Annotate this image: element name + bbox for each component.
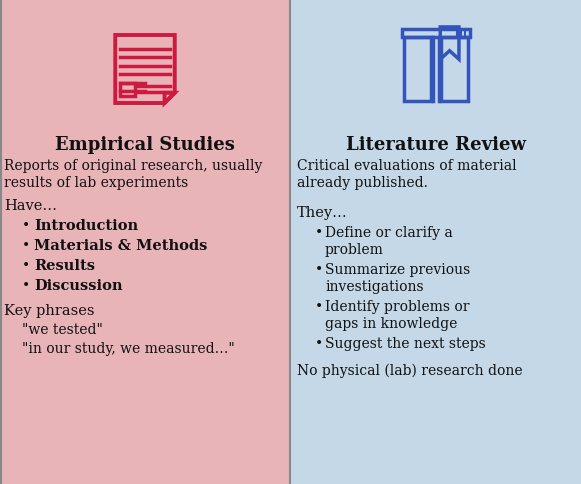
Text: Identify problems or: Identify problems or (325, 300, 469, 314)
Text: •: • (315, 337, 323, 351)
Text: Discussion: Discussion (34, 279, 123, 293)
Text: gaps in knowledge: gaps in knowledge (325, 317, 457, 331)
Text: •: • (22, 219, 30, 233)
Text: Empirical Studies: Empirical Studies (55, 136, 235, 154)
FancyBboxPatch shape (0, 0, 290, 484)
Text: Results: Results (34, 259, 95, 273)
Text: Materials & Methods: Materials & Methods (34, 239, 207, 253)
Text: Critical evaluations of material
already published.: Critical evaluations of material already… (297, 159, 517, 190)
Text: They…: They… (297, 206, 348, 220)
Text: No physical (lab) research done: No physical (lab) research done (297, 364, 523, 378)
FancyBboxPatch shape (290, 0, 581, 484)
Text: •: • (22, 259, 30, 273)
Text: •: • (22, 239, 30, 253)
Text: •: • (22, 279, 30, 293)
Text: •: • (315, 226, 323, 240)
Text: •: • (315, 263, 323, 277)
Text: Define or clarify a: Define or clarify a (325, 226, 453, 240)
Text: problem: problem (325, 243, 384, 257)
Text: Literature Review: Literature Review (346, 136, 526, 154)
FancyBboxPatch shape (290, 0, 581, 484)
Text: Summarize previous: Summarize previous (325, 263, 470, 277)
Text: Have…: Have… (4, 199, 57, 213)
Text: •: • (315, 300, 323, 314)
Text: Introduction: Introduction (34, 219, 138, 233)
Text: Reports of original research, usually
results of lab experiments: Reports of original research, usually re… (4, 159, 263, 190)
Text: Suggest the next steps: Suggest the next steps (325, 337, 486, 351)
Text: "in our study, we measured…": "in our study, we measured…" (22, 342, 235, 356)
Text: Key phrases: Key phrases (4, 304, 95, 318)
Text: "we tested": "we tested" (22, 323, 103, 337)
Text: investigations: investigations (325, 280, 424, 294)
FancyBboxPatch shape (0, 0, 290, 484)
